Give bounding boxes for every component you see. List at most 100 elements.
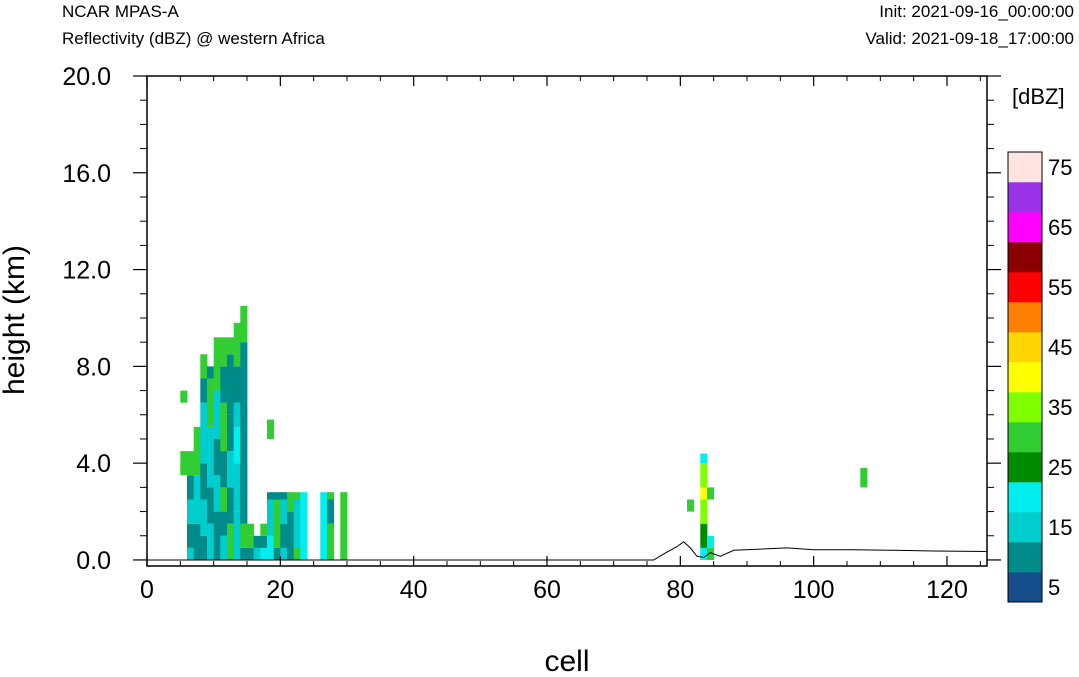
colorbar-tick-label: 25 — [1048, 455, 1072, 480]
colorbar-tick-label: 35 — [1048, 395, 1072, 420]
reflectivity-cell — [200, 402, 208, 464]
terrain-line — [147, 541, 988, 561]
reflectivity-cell — [233, 402, 241, 427]
reflectivity-cell — [287, 511, 295, 560]
colorbar-units-label: [dBZ] — [1012, 84, 1065, 109]
reflectivity-cell — [220, 337, 228, 367]
x-axis: 0 20 40 60 80 100 120 — [140, 76, 981, 604]
x-tick-label: 20 — [266, 576, 294, 604]
reflectivity-cell — [280, 492, 288, 500]
reflectivity-cell — [327, 523, 335, 560]
reflectivity-cell — [327, 499, 335, 524]
x-tick-label: 0 — [140, 576, 154, 604]
colorbar-border — [1007, 151, 1043, 603]
reflectivity-cell — [267, 535, 275, 560]
y-tick-label: 20.0 — [62, 63, 111, 91]
init-time-label: Init: 2021-09-16_00:00:00 — [879, 2, 1074, 21]
colorbar: 5 15 25 35 45 55 65 75 — [1007, 151, 1072, 603]
reflectivity-cell — [253, 535, 261, 548]
reflectivity-cell — [193, 523, 201, 560]
reflectivity-cell — [200, 535, 208, 560]
reflectivity-cell — [700, 453, 708, 464]
reflectivity-cell — [280, 523, 288, 548]
reflectivity-cell — [273, 492, 281, 500]
reflectivity-cell — [187, 451, 195, 476]
x-tick-label: 60 — [533, 576, 561, 604]
reflectivity-cell — [207, 426, 215, 488]
reflectivity-cell — [687, 499, 695, 512]
reflectivity-cell — [193, 475, 201, 524]
reflectivity-cell — [700, 487, 708, 500]
reflectivity-cell — [240, 342, 248, 379]
reflectivity-cell — [200, 463, 208, 500]
reflectivity-cell — [707, 487, 715, 500]
reflectivity-cell — [227, 487, 235, 524]
x-tick-label: 40 — [400, 576, 428, 604]
reflectivity-cell — [227, 337, 235, 355]
plot-frame — [146, 75, 988, 567]
x-tick-label: 120 — [926, 576, 968, 604]
reflectivity-cell — [200, 354, 208, 379]
reflectivity-cell — [340, 492, 348, 560]
reflectivity-cell — [227, 451, 235, 488]
reflectivity-cell — [247, 547, 255, 560]
chart-field-subtitle: Reflectivity (dBZ) @ western Africa — [62, 29, 325, 48]
x-tick-label: 100 — [793, 576, 835, 604]
reflectivity-cell — [213, 511, 221, 560]
reflectivity-cell — [260, 523, 268, 536]
reflectivity-cell — [280, 499, 288, 524]
reflectivity-cell — [247, 523, 255, 536]
colorbar-tick-label: 65 — [1048, 215, 1072, 240]
plot-border — [146, 75, 988, 567]
reflectivity-cell — [220, 535, 228, 560]
colorbar-swatch — [1008, 272, 1042, 303]
reflectivity-cell — [233, 463, 241, 512]
reflectivity-cell — [700, 499, 708, 524]
reflectivity-cell — [700, 523, 708, 548]
reflectivity-cell — [220, 451, 228, 488]
reflectivity-cell — [213, 475, 221, 512]
colorbar-swatch — [1008, 452, 1042, 483]
reflectivity-cell — [187, 547, 195, 560]
reflectivity-cell — [260, 547, 268, 560]
reflectivity-cell — [227, 523, 235, 560]
reflectivity-cell — [207, 523, 215, 560]
reflectivity-cell — [240, 547, 248, 560]
colorbar-swatch — [1008, 482, 1042, 513]
colorbar-tick-label: 45 — [1048, 335, 1072, 360]
reflectivity-cell — [273, 499, 281, 548]
colorbar-swatch — [1008, 542, 1042, 573]
reflectivity-cell — [227, 414, 235, 452]
reflectivity-cell — [187, 523, 195, 548]
terrain-profile — [147, 541, 988, 561]
colorbar-swatch — [1008, 302, 1042, 333]
colorbar-swatch — [1008, 182, 1042, 213]
colorbar-swatch — [1008, 362, 1042, 393]
y-tick-label: 12.0 — [62, 257, 111, 285]
reflectivity-cell — [207, 366, 215, 379]
reflectivity-cell — [207, 378, 215, 427]
colorbar-swatch — [1008, 212, 1042, 243]
y-axis-title: height (km) — [0, 245, 31, 395]
reflectivity-cells — [180, 305, 868, 560]
y-tick-label: 16.0 — [62, 160, 111, 188]
reflectivity-cell — [860, 468, 868, 488]
reflectivity-cell — [293, 499, 301, 548]
reflectivity-cell — [260, 535, 268, 548]
colorbar-tick-label: 5 — [1048, 575, 1060, 600]
y-tick-label: 4.0 — [76, 450, 111, 478]
reflectivity-cell — [267, 492, 275, 500]
chart-model-title: NCAR MPAS-A — [62, 2, 179, 21]
reflectivity-cell — [327, 492, 335, 500]
reflectivity-cell — [700, 463, 708, 488]
reflectivity-cell — [200, 499, 208, 536]
reflectivity-cell — [707, 535, 715, 548]
colorbar-swatch — [1008, 152, 1042, 183]
colorbar-swatch — [1008, 332, 1042, 363]
y-tick-label: 0.0 — [76, 547, 111, 575]
reflectivity-cell — [293, 547, 301, 560]
colorbar-swatch — [1008, 512, 1042, 543]
reflectivity-cell — [280, 547, 288, 560]
colorbar-swatch — [1008, 392, 1042, 423]
